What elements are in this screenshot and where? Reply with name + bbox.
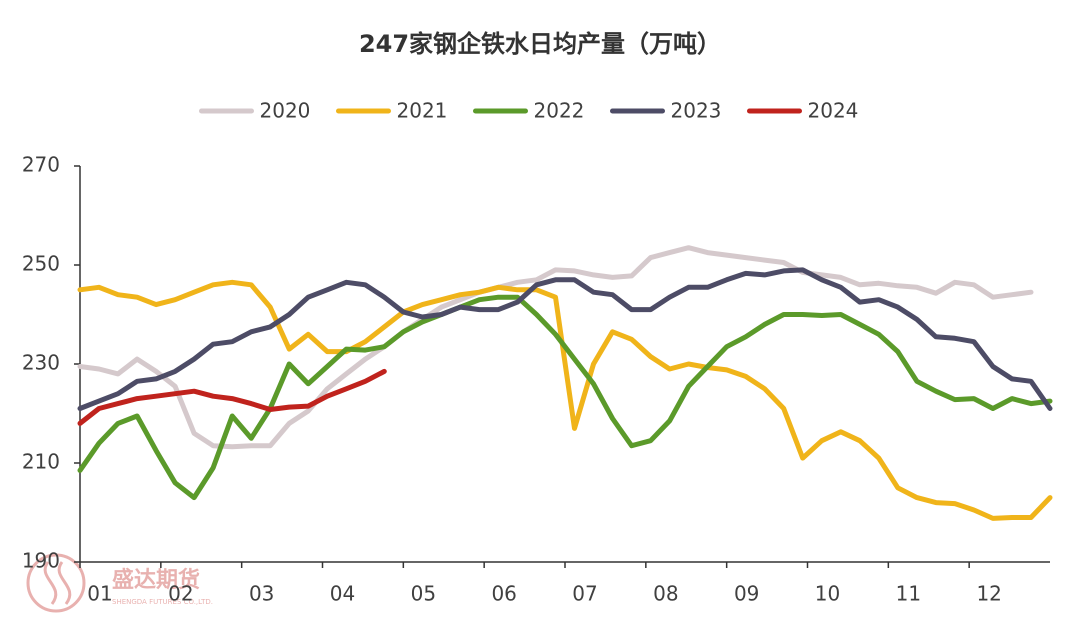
x-tick-label: 03	[249, 582, 274, 606]
series-line	[77, 279, 1053, 521]
series-line	[77, 267, 1053, 411]
x-tick-label: 05	[411, 582, 436, 606]
legend-label: 2020	[260, 99, 311, 123]
y-tick-label: 210	[22, 450, 60, 474]
watermark-logo-mark	[43, 561, 72, 605]
x-tick-label: 10	[815, 582, 840, 606]
x-tick-label: 07	[572, 582, 597, 606]
watermark-logo	[26, 553, 86, 613]
x-tick-label: 02	[168, 582, 193, 606]
watermark-subtext: SHENGDA FUTURES CO.,LTD.	[112, 598, 213, 606]
x-tick-label: 11	[896, 582, 921, 606]
y-tick-label: 190	[22, 549, 60, 573]
watermark-text: 盛达期货	[112, 567, 200, 593]
x-tick-label: 08	[653, 582, 678, 606]
x-tick-label: 06	[491, 582, 516, 606]
x-tick-label: 09	[734, 582, 759, 606]
x-tick-label: 12	[976, 582, 1001, 606]
series-line	[77, 245, 1034, 450]
x-tick-label: 01	[87, 582, 112, 606]
legend-label: 2023	[671, 99, 722, 123]
y-tick-label: 230	[22, 351, 60, 375]
x-tick-label: 04	[330, 582, 355, 606]
legend-label: 2024	[808, 99, 859, 123]
series-line	[77, 294, 1053, 501]
y-tick-label: 250	[22, 252, 60, 276]
watermark: 盛达期货 SHENGDA FUTURES CO.,LTD.	[26, 553, 213, 613]
chart-title: 247家钢企铁水日均产量（万吨）	[359, 30, 721, 58]
legend-label: 2022	[534, 99, 585, 123]
y-tick-label: 270	[22, 153, 60, 177]
legend-label: 2021	[397, 99, 448, 123]
series-line	[77, 368, 387, 426]
